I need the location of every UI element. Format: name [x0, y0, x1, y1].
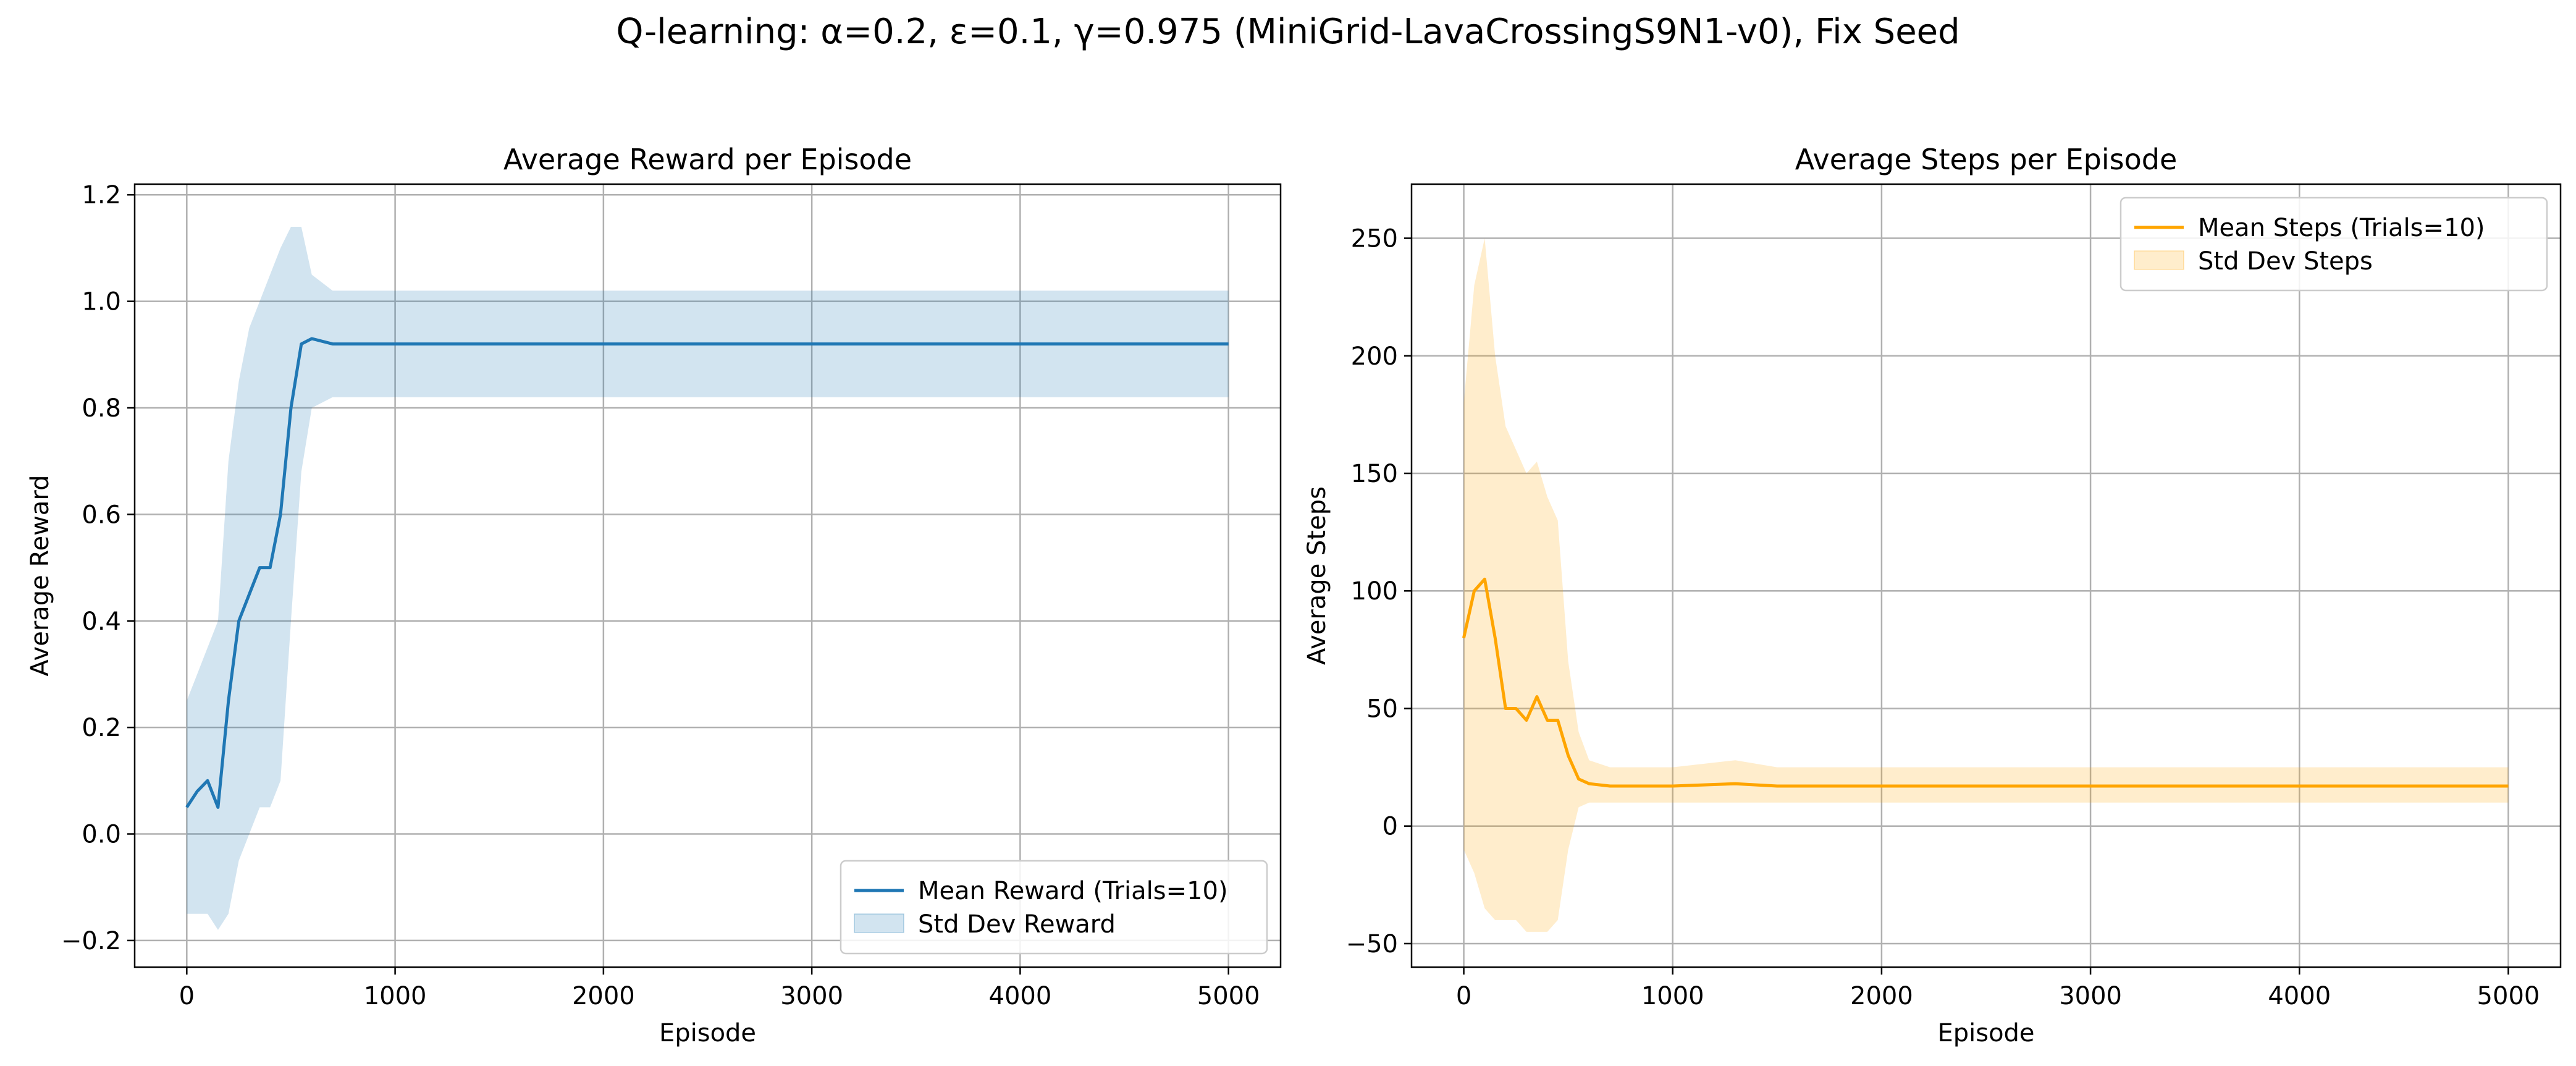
reward-ytick-label-5: 0.8 — [82, 394, 121, 423]
steps-legend-band-label: Std Dev Steps — [2198, 247, 2373, 276]
reward-ytick-label-0: −0.2 — [61, 927, 121, 955]
figure-suptitle: Q-learning: α=0.2, ε=0.1, γ=0.975 (MiniG… — [616, 12, 1959, 52]
steps-ytick-label-2: 50 — [1366, 695, 1398, 723]
reward-xtick-label-1: 1000 — [364, 982, 427, 1010]
steps-x-axis: 0 1000 2000 3000 4000 5000 — [1456, 967, 2540, 1010]
steps-plot-frame — [1410, 183, 2562, 968]
steps-ytick-label-5: 200 — [1351, 342, 1398, 371]
steps-std-band — [1463, 238, 2509, 932]
reward-y-axis-label: Average Reward — [26, 475, 54, 677]
reward-x-axis-label: Episode — [659, 1019, 756, 1047]
reward-std-band — [187, 227, 1229, 930]
reward-chart: 0 1000 2000 3000 4000 5000 −0.2 0.0 0.2 0.4 0.6 0.… — [26, 143, 1282, 1047]
steps-ytick-label-4: 150 — [1351, 460, 1398, 488]
steps-xtick-label-0: 0 — [1456, 982, 1471, 1010]
reward-xtick-label-3: 3000 — [780, 982, 843, 1010]
reward-ytick-label-3: 0.4 — [82, 607, 121, 636]
steps-ytick-label-6: 250 — [1351, 225, 1398, 253]
steps-legend-box — [2119, 197, 2548, 292]
reward-x-axis: 0 1000 2000 3000 4000 5000 — [179, 967, 1260, 1010]
reward-xtick-label-0: 0 — [179, 982, 195, 1010]
reward-y-axis: −0.2 0.0 0.2 0.4 0.6 0.8 1.0 1.2 — [61, 181, 135, 955]
reward-gridlines — [135, 184, 1281, 967]
reward-legend-band-label: Std Dev Reward — [918, 910, 1116, 939]
reward-ytick-label-7: 1.2 — [82, 181, 121, 209]
steps-legend-band-swatch — [2134, 250, 2184, 270]
reward-xtick-label-4: 4000 — [989, 982, 1052, 1010]
steps-xtick-label-2: 2000 — [1850, 982, 1913, 1010]
steps-ytick-label-0: −50 — [1346, 930, 1398, 958]
steps-std-band-area — [1463, 238, 2509, 932]
reward-ytick-label-1: 0.0 — [82, 821, 121, 849]
reward-ytick-label-6: 1.0 — [82, 288, 121, 316]
reward-legend: Mean Reward (Trials=10) Std Dev Reward — [840, 860, 1268, 955]
steps-legend: Mean Steps (Trials=10) Std Dev Steps — [2119, 197, 2548, 292]
steps-xtick-label-5: 5000 — [2477, 982, 2540, 1010]
steps-legend-mean-label: Mean Steps (Trials=10) — [2198, 214, 2485, 242]
steps-xtick-label-3: 3000 — [2059, 982, 2122, 1010]
steps-chart: 0 1000 2000 3000 4000 5000 −50 0 50 100 150 200 250… — [1303, 143, 2562, 1047]
reward-xtick-label-5: 5000 — [1197, 982, 1260, 1010]
steps-y-axis-label: Average Steps — [1303, 486, 1331, 665]
steps-chart-title: Average Steps per Episode — [1795, 143, 2178, 176]
steps-x-axis-label: Episode — [1937, 1019, 2034, 1047]
reward-ytick-label-2: 0.2 — [82, 714, 121, 742]
reward-std-band-area — [187, 227, 1229, 930]
steps-mean-line — [1462, 577, 2509, 788]
reward-ytick-label-4: 0.6 — [82, 501, 121, 529]
reward-plot-frame — [133, 183, 1282, 968]
steps-y-axis: −50 0 50 100 150 200 250 — [1346, 225, 1412, 958]
reward-legend-band-swatch — [854, 913, 904, 933]
reward-legend-box — [840, 860, 1268, 955]
reward-xtick-label-2: 2000 — [572, 982, 635, 1010]
reward-mean-line — [185, 337, 1229, 809]
reward-mean-line-path — [185, 337, 1229, 809]
steps-ytick-label-3: 100 — [1351, 577, 1398, 606]
steps-xtick-label-4: 4000 — [2268, 982, 2331, 1010]
steps-ytick-label-1: 0 — [1383, 813, 1398, 841]
reward-legend-mean-label: Mean Reward (Trials=10) — [918, 877, 1228, 905]
reward-chart-title: Average Reward per Episode — [503, 143, 912, 176]
steps-xtick-label-1: 1000 — [1641, 982, 1704, 1010]
